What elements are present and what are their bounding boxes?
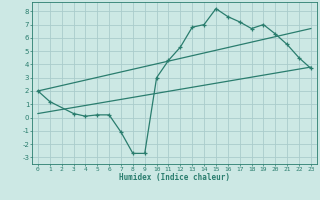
X-axis label: Humidex (Indice chaleur): Humidex (Indice chaleur): [119, 173, 230, 182]
